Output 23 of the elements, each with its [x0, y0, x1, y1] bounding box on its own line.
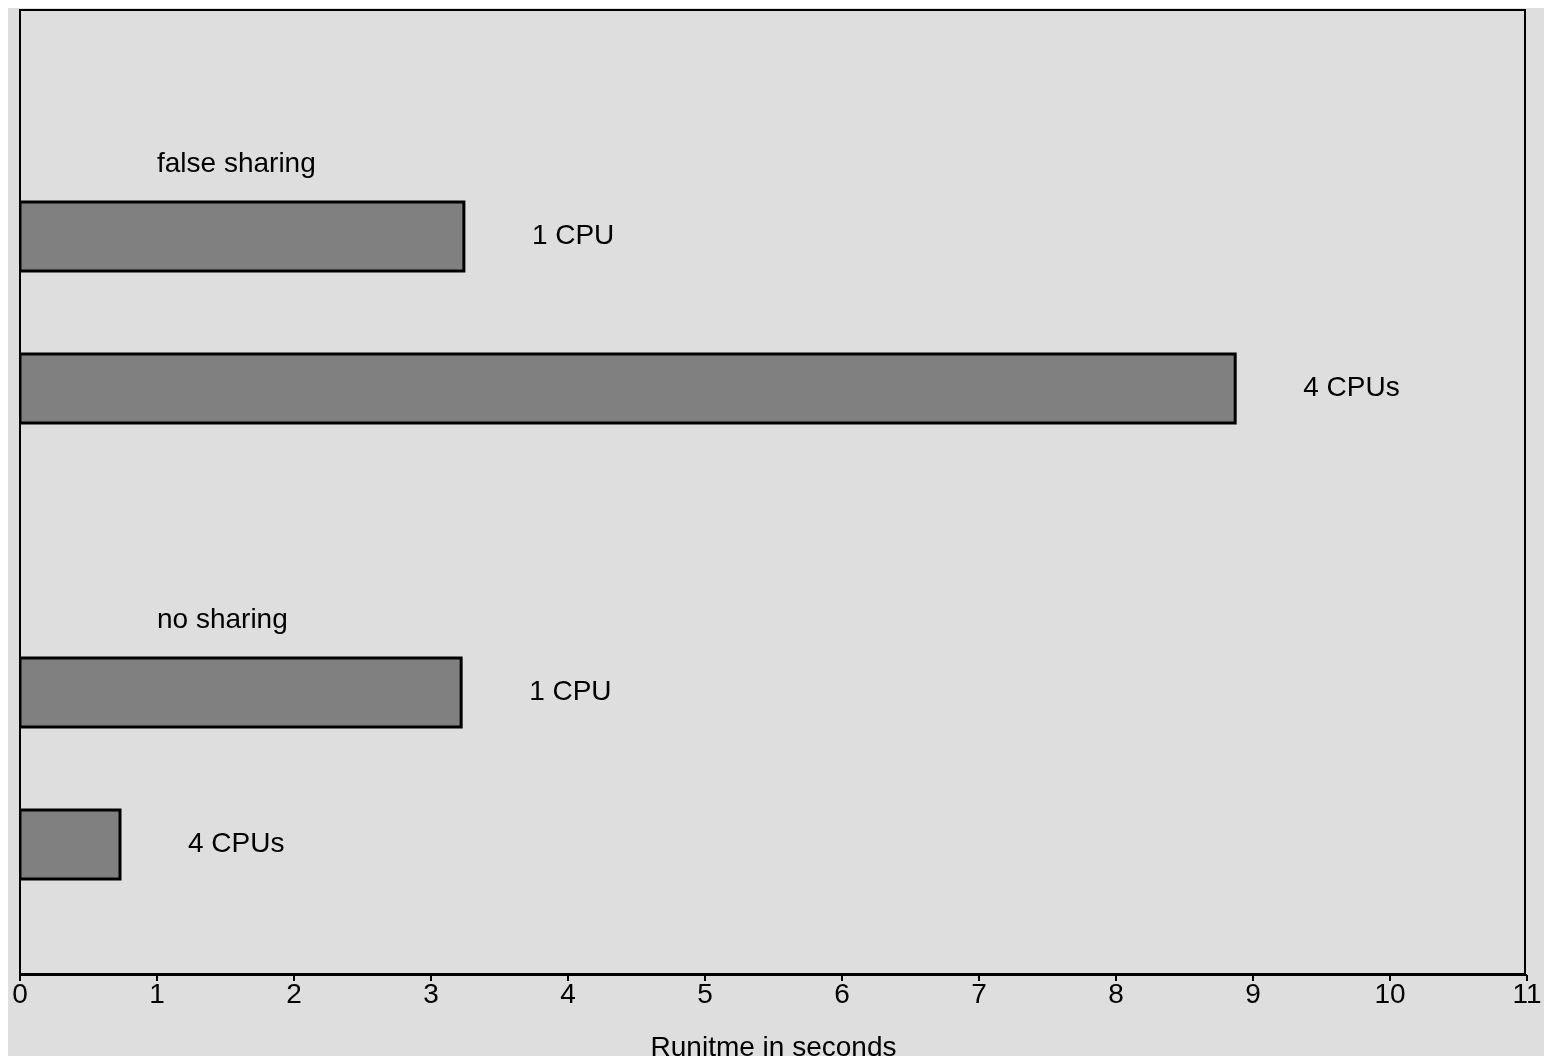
bar: [20, 352, 1237, 425]
y-tick-label: 1 CPU: [531, 218, 615, 250]
bar: [20, 808, 122, 881]
y-tick-label: 4 CPUs: [1303, 370, 1400, 402]
bar: [20, 200, 466, 273]
x-tick-label: 8: [1108, 977, 1124, 1009]
annotation: no sharing: [157, 603, 288, 634]
x-tick-label: 3: [423, 977, 439, 1009]
x-tick-label: 0: [12, 977, 28, 1009]
y-tick-label: 4 CPUs: [188, 826, 285, 858]
y-tick-label: 1 CPU: [529, 674, 612, 706]
x-tick-label: 10: [1374, 977, 1406, 1009]
x-tick-label: 1: [149, 977, 165, 1009]
x-tick-label: 7: [971, 977, 987, 1009]
x-tick-label: 2: [286, 977, 302, 1009]
bar: [20, 656, 463, 729]
x-tick-label: 5: [697, 977, 713, 1009]
x-tick-label: 11: [1512, 977, 1542, 1009]
annotation: false sharing: [157, 147, 316, 178]
x-tick-label: 9: [1245, 977, 1261, 1009]
x-tick-label: 4: [560, 977, 576, 1009]
x-axis-title: Runitme in seconds: [650, 1031, 897, 1062]
x-tick-label: 6: [834, 977, 850, 1009]
